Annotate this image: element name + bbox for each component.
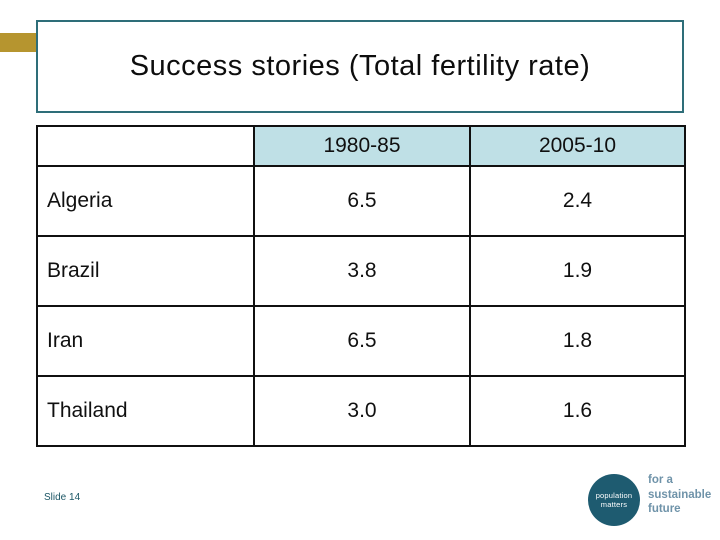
value-cell: 1.8 xyxy=(469,305,686,377)
value-cell: 3.0 xyxy=(253,375,471,447)
country-cell: Brazil xyxy=(36,235,255,307)
title-box: Success stories (Total fertility rate) xyxy=(36,20,684,113)
table-row: Iran 6.5 1.8 xyxy=(36,305,686,377)
table-row: Brazil 3.8 1.9 xyxy=(36,235,686,307)
value-cell: 6.5 xyxy=(253,165,471,237)
table-header-row: 1980-85 2005-10 xyxy=(36,125,686,167)
value-cell: 1.9 xyxy=(469,235,686,307)
fertility-rate-table: 1980-85 2005-10 Algeria 6.5 2.4 Brazil 3… xyxy=(36,125,686,447)
country-cell: Algeria xyxy=(36,165,255,237)
logo-tagline: for a sustainable future xyxy=(648,473,711,517)
value-cell: 2.4 xyxy=(469,165,686,237)
page-title: Success stories (Total fertility rate) xyxy=(129,50,591,82)
table-row: Thailand 3.0 1.6 xyxy=(36,375,686,447)
column-header-1980-85: 1980-85 xyxy=(253,125,471,167)
tagline-line3: future xyxy=(648,503,681,515)
column-header-2005-10: 2005-10 xyxy=(469,125,686,167)
country-cell: Iran xyxy=(36,305,255,377)
value-cell: 6.5 xyxy=(253,305,471,377)
column-header-empty xyxy=(36,125,255,167)
table-row: Algeria 6.5 2.4 xyxy=(36,165,686,237)
population-matters-logo-icon: population matters xyxy=(588,474,640,526)
country-cell: Thailand xyxy=(36,375,255,447)
logo-text-line2: matters xyxy=(600,500,628,509)
logo-text-line1: population xyxy=(595,491,633,500)
value-cell: 1.6 xyxy=(469,375,686,447)
tagline-line2: sustainable xyxy=(648,488,712,501)
value-cell: 3.8 xyxy=(253,235,471,307)
slide-number: Slide 14 xyxy=(44,492,81,503)
tagline-line1: for a xyxy=(648,474,673,486)
